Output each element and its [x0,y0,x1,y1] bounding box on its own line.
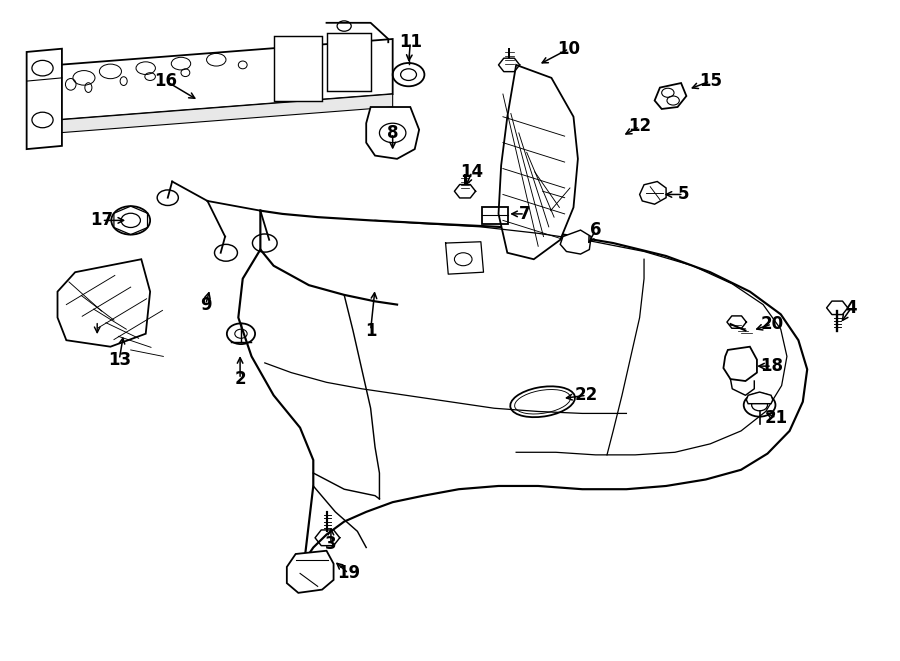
Polygon shape [327,32,371,91]
Text: 11: 11 [399,33,422,52]
Polygon shape [746,392,773,404]
Text: 3: 3 [325,535,337,553]
Text: 13: 13 [108,350,130,369]
Text: 7: 7 [519,205,531,223]
Text: 12: 12 [628,118,652,136]
Polygon shape [287,551,334,593]
Polygon shape [499,65,578,259]
Polygon shape [274,36,322,100]
Polygon shape [58,94,392,133]
Text: 1: 1 [364,321,376,340]
Text: 5: 5 [678,186,689,204]
Bar [482,208,508,223]
Text: 19: 19 [337,564,360,582]
Text: 20: 20 [760,315,784,333]
Text: 2: 2 [234,370,246,388]
Text: 10: 10 [558,40,580,58]
Text: 6: 6 [590,221,601,239]
Text: 17: 17 [90,212,113,229]
Text: 16: 16 [155,72,177,90]
Polygon shape [58,39,392,120]
Text: 4: 4 [845,299,857,317]
Polygon shape [58,259,150,346]
Text: 22: 22 [575,386,598,405]
Polygon shape [560,230,591,254]
Polygon shape [27,49,62,149]
Polygon shape [724,346,757,381]
Text: 21: 21 [765,409,788,427]
Text: 15: 15 [698,72,722,90]
Polygon shape [654,83,687,109]
Text: 18: 18 [760,357,783,375]
Text: 9: 9 [200,295,212,313]
Polygon shape [366,107,419,159]
Text: 14: 14 [461,163,483,181]
Polygon shape [640,182,666,204]
Text: 8: 8 [387,124,399,142]
